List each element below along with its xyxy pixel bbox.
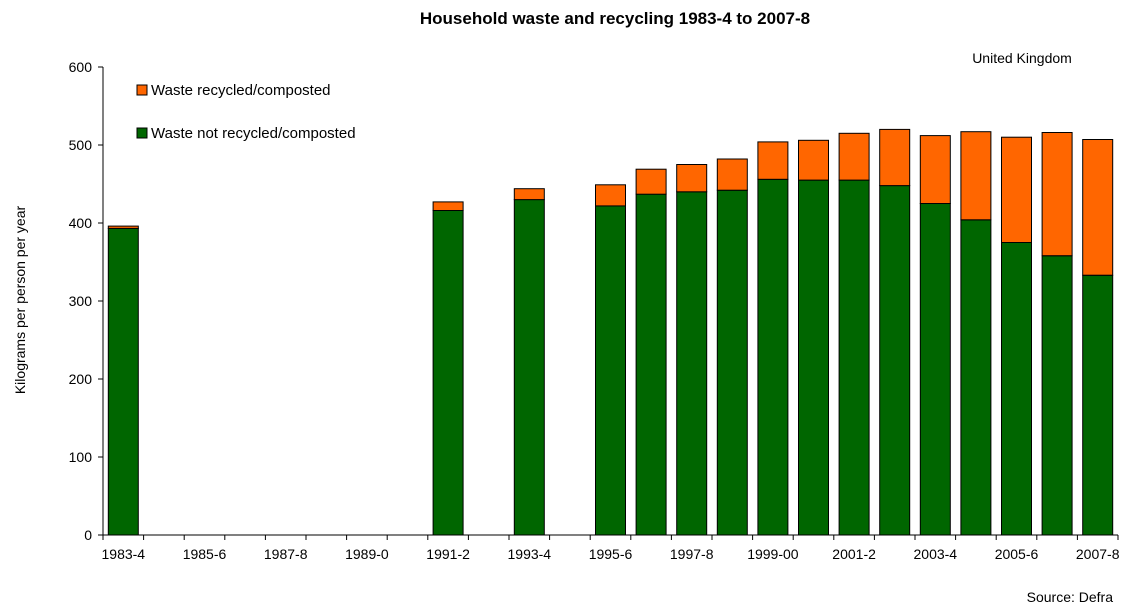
bar-not-recycled-2003-4 bbox=[919, 203, 951, 536]
bar-recycled-1995-6 bbox=[595, 184, 626, 207]
x-tick-label: 1989-0 bbox=[345, 546, 389, 562]
bar-not-recycled-2006-7 bbox=[1041, 255, 1073, 536]
bar-recycled-2002-3 bbox=[879, 128, 911, 187]
bar-not-recycled-1995-6 bbox=[595, 205, 626, 536]
bar-recycled-2006-7 bbox=[1041, 132, 1073, 257]
legend-swatch bbox=[136, 127, 148, 139]
y-tick-label: 300 bbox=[69, 293, 93, 309]
bar-not-recycled-1997-8 bbox=[676, 191, 708, 536]
bar-recycled-2000-1 bbox=[798, 139, 829, 181]
x-tick-label: 2007-8 bbox=[1076, 546, 1120, 562]
bar-recycled-2001-2 bbox=[838, 132, 870, 181]
legend-label: Waste recycled/composted bbox=[151, 82, 331, 99]
bar-recycled-1998-9 bbox=[716, 158, 748, 191]
x-tick-label: 2003-4 bbox=[914, 546, 958, 562]
x-tick-label: 1983-4 bbox=[102, 546, 146, 562]
y-tick-label: 100 bbox=[69, 449, 93, 465]
bar-recycled-1997-8 bbox=[676, 164, 708, 193]
bar-not-recycled-1996-7 bbox=[635, 193, 667, 536]
bar-not-recycled-1991-2 bbox=[432, 210, 464, 536]
bar-recycled-1996-7 bbox=[635, 168, 667, 195]
bar-not-recycled-2007-8 bbox=[1082, 274, 1114, 536]
y-tick-label: 500 bbox=[69, 137, 93, 153]
bar-not-recycled-1983-4 bbox=[107, 228, 139, 536]
bar-not-recycled-2002-3 bbox=[879, 185, 911, 536]
bar-recycled-2005-6 bbox=[1001, 136, 1032, 243]
legend-label: Waste not recycled/composted bbox=[151, 125, 356, 142]
chart-subtitle: United Kingdom bbox=[972, 50, 1072, 66]
x-tick-label: 1991-2 bbox=[426, 546, 470, 562]
x-tick-label: 1995-6 bbox=[589, 546, 633, 562]
bar-recycled-2004-5 bbox=[960, 131, 992, 221]
y-axis-label: Kilograms per person per year bbox=[12, 206, 28, 395]
y-tick-label: 0 bbox=[84, 527, 92, 543]
bar-recycled-2007-8 bbox=[1082, 139, 1114, 276]
bar-not-recycled-1993-4 bbox=[513, 199, 545, 536]
x-tick-label: 1999-00 bbox=[747, 546, 799, 562]
bar-not-recycled-1999-00 bbox=[757, 178, 789, 536]
bar-recycled-1991-2 bbox=[432, 201, 464, 211]
source-note: Source: Defra bbox=[1027, 589, 1114, 605]
axes-group: 0 100 200 300 400 500 600 1983-4 1985-6 1987-8 198… bbox=[69, 59, 1120, 562]
x-tick-label: 1987-8 bbox=[264, 546, 308, 562]
bars-group bbox=[107, 128, 1114, 536]
bar-not-recycled-2001-2 bbox=[838, 179, 870, 536]
x-tick-label: 1993-4 bbox=[508, 546, 552, 562]
x-tick-label: 1985-6 bbox=[183, 546, 227, 562]
legend-swatch bbox=[136, 84, 148, 96]
bar-recycled-1983-4 bbox=[107, 225, 139, 229]
legend: Waste recycled/composted Waste not recycl… bbox=[136, 82, 356, 142]
bar-not-recycled-2005-6 bbox=[1001, 242, 1032, 536]
x-tick-label: 2005-6 bbox=[995, 546, 1039, 562]
chart-title: Household waste and recycling 1983-4 to … bbox=[420, 9, 810, 28]
y-tick-label: 200 bbox=[69, 371, 93, 387]
bar-recycled-2003-4 bbox=[919, 135, 951, 205]
y-tick-label: 400 bbox=[69, 215, 93, 231]
bar-recycled-1993-4 bbox=[513, 188, 545, 201]
bar-recycled-1999-00 bbox=[757, 141, 789, 180]
x-tick-label: 1997-8 bbox=[670, 546, 714, 562]
x-tick-label: 2001-2 bbox=[832, 546, 876, 562]
y-tick-label: 600 bbox=[69, 59, 93, 75]
bar-not-recycled-2004-5 bbox=[960, 219, 992, 536]
bar-not-recycled-1998-9 bbox=[716, 189, 748, 536]
bar-not-recycled-2000-1 bbox=[798, 179, 829, 536]
